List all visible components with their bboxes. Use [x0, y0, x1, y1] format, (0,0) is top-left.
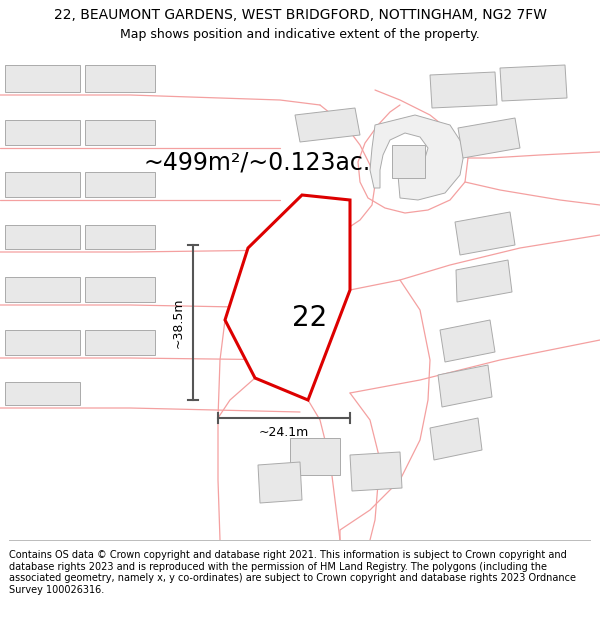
- Polygon shape: [392, 145, 425, 178]
- Polygon shape: [455, 212, 515, 255]
- Polygon shape: [430, 418, 482, 460]
- Polygon shape: [5, 330, 80, 355]
- Polygon shape: [430, 72, 497, 108]
- Polygon shape: [5, 65, 80, 92]
- Polygon shape: [5, 172, 80, 197]
- Polygon shape: [85, 120, 155, 145]
- Polygon shape: [456, 260, 512, 302]
- Polygon shape: [5, 382, 80, 405]
- Polygon shape: [85, 277, 155, 302]
- Text: Map shows position and indicative extent of the property.: Map shows position and indicative extent…: [120, 28, 480, 41]
- Polygon shape: [85, 330, 155, 355]
- Text: 22: 22: [292, 304, 328, 332]
- Polygon shape: [85, 65, 155, 92]
- Polygon shape: [370, 115, 465, 200]
- Text: Contains OS data © Crown copyright and database right 2021. This information is : Contains OS data © Crown copyright and d…: [9, 550, 576, 595]
- Polygon shape: [85, 225, 155, 249]
- Polygon shape: [85, 172, 155, 197]
- Polygon shape: [5, 277, 80, 302]
- Polygon shape: [458, 118, 520, 158]
- Text: ~24.1m: ~24.1m: [259, 426, 309, 439]
- Polygon shape: [290, 438, 340, 475]
- Polygon shape: [438, 365, 492, 407]
- Polygon shape: [5, 120, 80, 145]
- Polygon shape: [440, 320, 495, 362]
- Polygon shape: [500, 65, 567, 101]
- Polygon shape: [295, 108, 360, 142]
- Text: 22, BEAUMONT GARDENS, WEST BRIDGFORD, NOTTINGHAM, NG2 7FW: 22, BEAUMONT GARDENS, WEST BRIDGFORD, NO…: [53, 8, 547, 22]
- Polygon shape: [5, 225, 80, 249]
- Text: ~499m²/~0.123ac.: ~499m²/~0.123ac.: [143, 150, 370, 174]
- Polygon shape: [258, 462, 302, 503]
- Polygon shape: [225, 195, 350, 400]
- Text: ~38.5m: ~38.5m: [172, 298, 185, 348]
- Polygon shape: [350, 452, 402, 491]
